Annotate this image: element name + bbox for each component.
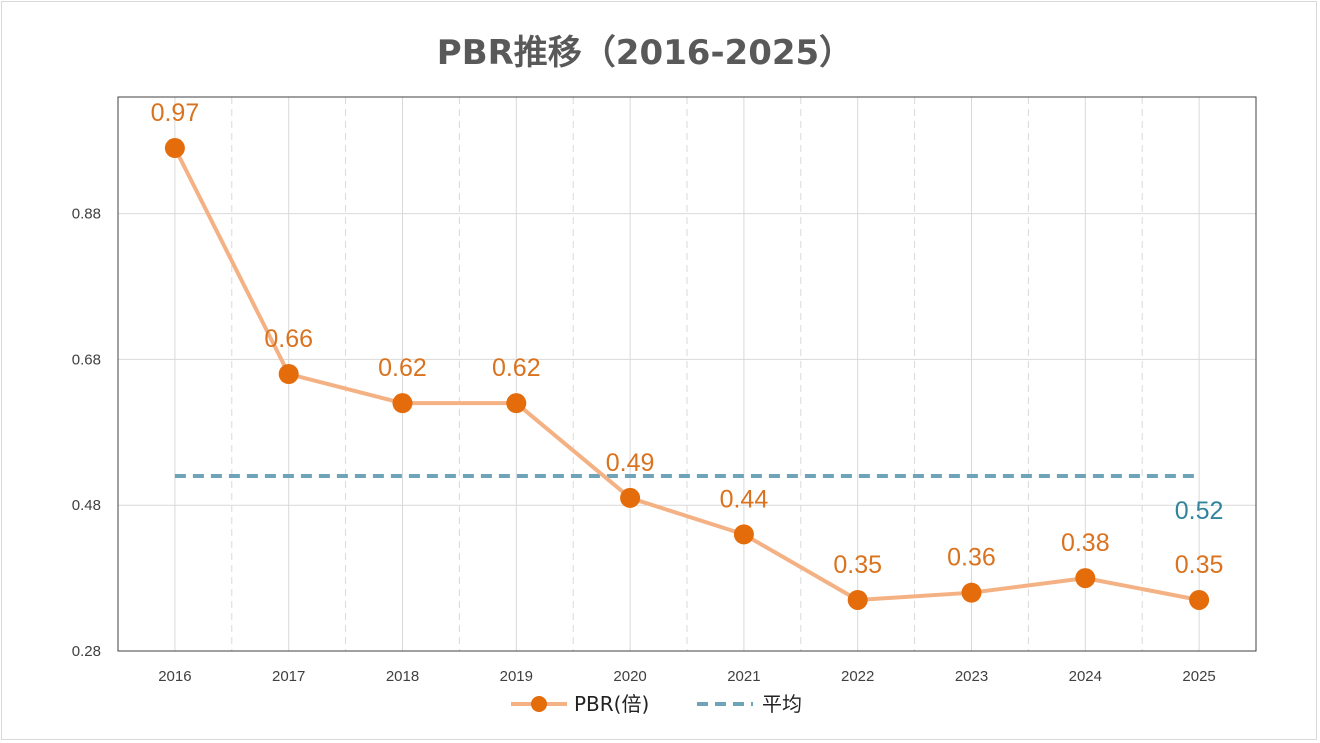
x-tick-label: 2019 [500, 668, 533, 685]
pbr-marker [620, 487, 641, 508]
x-axis-ticks: 2016 2017 2018 2019 2020 2021 2022 2023 2024 2025 [158, 668, 1216, 685]
legend: PBR(倍) 平均 [511, 692, 802, 716]
x-tick-label: 2021 [727, 668, 760, 685]
pbr-data-label: 0.49 [606, 449, 655, 477]
average-series: 0.52 [174, 474, 1224, 525]
pbr-data-label: 0.35 [833, 551, 882, 579]
x-tick-label: 2016 [158, 668, 191, 685]
pbr-marker [847, 589, 868, 610]
pbr-data-label: 0.62 [378, 354, 427, 382]
pbr-series: 0.97 0.66 0.62 0.62 0.49 0.44 0.35 0.36 0.38 0.35 [151, 99, 1224, 610]
pbr-marker [961, 582, 982, 603]
pbr-data-label: 0.66 [264, 325, 313, 353]
legend-pbr-label: PBR(倍) [574, 692, 649, 716]
grid-layer [118, 97, 1256, 652]
x-tick-label: 2018 [386, 668, 419, 685]
pbr-marker [1075, 568, 1096, 589]
pbr-marker [506, 393, 527, 414]
x-tick-label: 2020 [613, 668, 646, 685]
x-tick-label: 2024 [1069, 668, 1102, 685]
y-tick-label: 0.68 [72, 351, 101, 368]
y-axis-ticks: 0.28 0.48 0.68 0.88 [72, 206, 101, 660]
pbr-marker [1189, 589, 1210, 610]
plot-area-border [117, 96, 1257, 652]
pbr-data-label: 0.62 [492, 354, 541, 382]
y-tick-label: 0.28 [72, 643, 101, 660]
x-tick-label: 2023 [955, 668, 988, 685]
y-tick-label: 0.88 [72, 206, 101, 223]
pbr-data-label: 0.97 [151, 99, 200, 127]
pbr-marker [392, 393, 413, 414]
chart-title: PBR推移（2016-2025） [437, 33, 853, 73]
legend-pbr-marker [531, 696, 547, 712]
x-tick-label: 2017 [272, 668, 305, 685]
pbr-data-label: 0.35 [1175, 551, 1224, 579]
pbr-data-label: 0.38 [1061, 529, 1110, 557]
x-tick-label: 2025 [1182, 668, 1215, 685]
pbr-data-label: 0.36 [947, 544, 996, 572]
pbr-marker [278, 364, 299, 384]
average-data-label: 0.52 [1175, 497, 1224, 525]
pbr-line [173, 147, 1200, 602]
pbr-data-label: 0.44 [720, 485, 769, 513]
pbr-marker [164, 138, 185, 159]
pbr-marker [733, 524, 754, 545]
y-tick-label: 0.48 [72, 497, 101, 514]
legend-average-label: 平均 [762, 692, 802, 716]
x-tick-label: 2022 [841, 668, 874, 685]
